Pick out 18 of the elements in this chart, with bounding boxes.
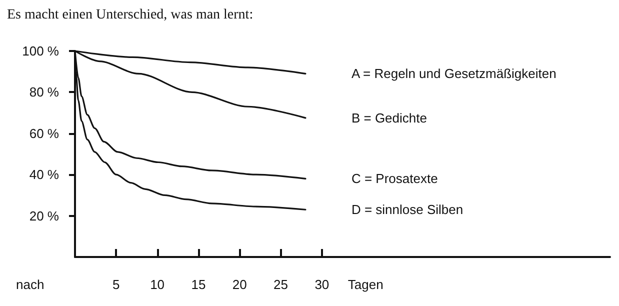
x-tick-label: 30 — [314, 277, 330, 292]
x-tick-label: 5 — [112, 277, 120, 292]
x-axis-title: Tagen — [348, 277, 384, 292]
y-tick-label: 40 % — [29, 167, 60, 182]
chart-title: Es macht einen Unterschied, was man lernt: — [7, 8, 254, 22]
y-tick-label: 100 % — [22, 44, 60, 58]
text: D = sinnlose Silben — [351, 202, 464, 218]
text: nach — [16, 277, 44, 292]
text: C = Prosatexte — [351, 171, 438, 186]
x-tick-label: 20 — [232, 277, 247, 292]
text: B = Gedichte — [351, 110, 427, 126]
text: A = Regeln und Gesetzmäßigkeiten — [351, 66, 556, 82]
x-tick-label: 15 — [191, 277, 206, 292]
y-tick-label: 80 % — [29, 84, 60, 100]
x-tick-label: 10 — [150, 277, 165, 292]
x-tick-label: 25 — [274, 277, 288, 292]
y-tick-label: 20 % — [29, 208, 60, 224]
y-tick-label: 60 % — [29, 126, 60, 141]
